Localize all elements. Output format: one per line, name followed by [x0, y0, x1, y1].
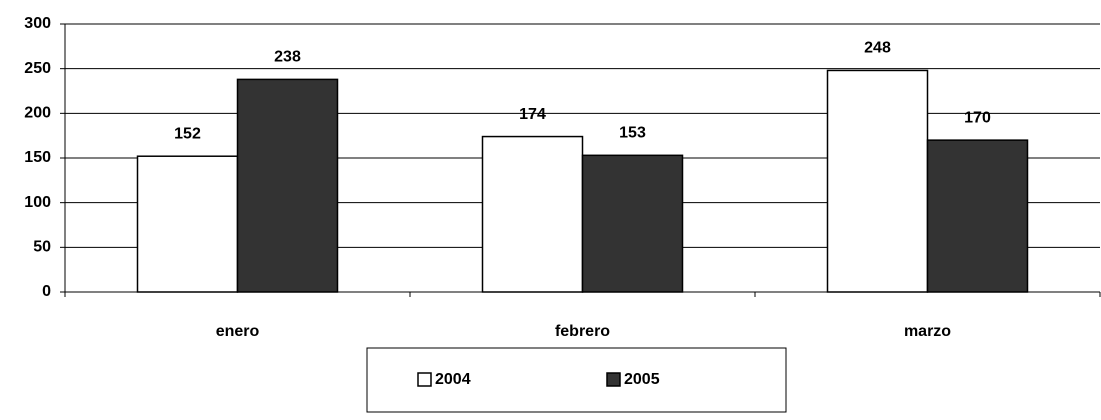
y-tick-label: 100	[24, 194, 51, 211]
bar	[236, 78, 339, 293]
y-tick-label: 250	[24, 60, 51, 77]
legend-label: 2004	[435, 371, 471, 388]
value-label: 174	[519, 106, 546, 123]
x-tick-label: febrero	[555, 323, 610, 340]
y-tick-label: 300	[24, 15, 51, 32]
bar	[926, 139, 1029, 293]
bar	[136, 155, 239, 293]
legend-label: 2005	[624, 371, 660, 388]
x-tick-label: marzo	[904, 323, 951, 340]
y-tick-label: 200	[24, 105, 51, 122]
y-tick-label: 50	[33, 239, 51, 256]
y-tick-label: 150	[24, 149, 51, 166]
legend-swatch	[417, 372, 432, 387]
bar	[581, 154, 684, 293]
bar	[826, 69, 929, 293]
value-label: 238	[274, 49, 301, 66]
value-label: 153	[619, 125, 646, 142]
value-label: 170	[964, 109, 991, 126]
value-label: 248	[864, 40, 891, 57]
x-tick-label: enero	[216, 323, 260, 340]
legend-box	[366, 347, 787, 413]
y-tick-label: 0	[42, 283, 51, 300]
legend-swatch	[606, 372, 621, 387]
bar	[481, 135, 584, 293]
value-label: 152	[174, 125, 201, 142]
